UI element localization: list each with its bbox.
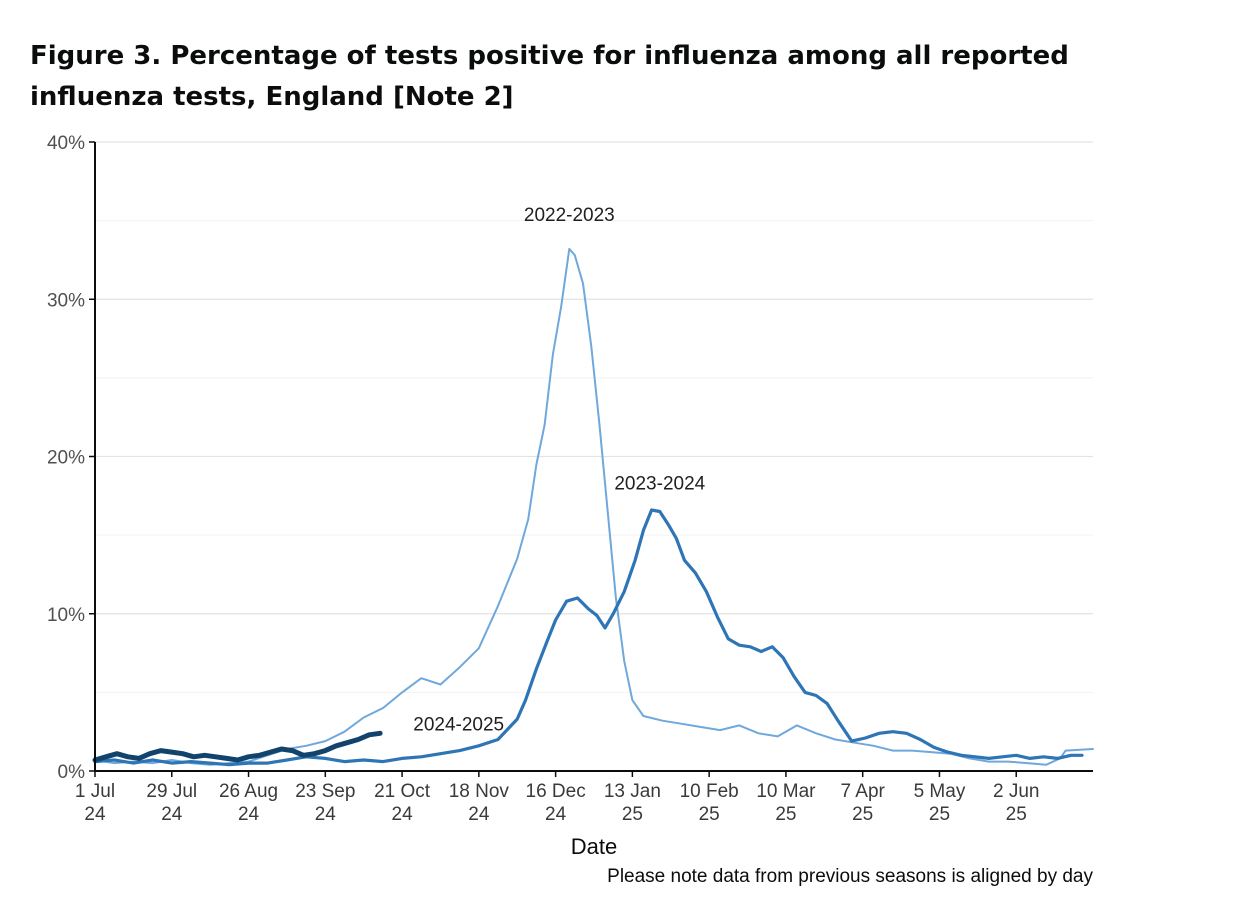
x-tick-label-4: 21 Oct (374, 781, 431, 802)
x-tick-label-0: 1 Jul (75, 781, 115, 802)
x-tick-label-8: 10 Feb (680, 781, 739, 802)
series-line-2022-2023 (94, 247, 1094, 766)
y-tick-label-0: 0% (58, 762, 86, 783)
x-tick-year-7: 25 (622, 804, 643, 825)
x-tick-label-6: 16 Dec (526, 781, 586, 802)
chart-title: Figure 3. Percentage of tests positive f… (30, 41, 1069, 112)
series-label-2024-2025: 2024-2025 (413, 714, 504, 735)
series-lines (92, 247, 1094, 767)
series-line-2023-2024 (93, 508, 1084, 767)
x-tick-year-4: 24 (392, 804, 414, 825)
x-tick-year-8: 25 (699, 804, 720, 825)
y-tick-label-30: 30% (47, 290, 85, 311)
x-tick-label-9: 10 Mar (756, 781, 816, 802)
x-tick-label-12: 2 Jun (993, 781, 1039, 802)
x-tick-label-3: 23 Sep (295, 781, 355, 802)
y-axis-ticks: 0% 10% 20% 30% 40% (47, 133, 95, 783)
x-tick-year-2: 24 (238, 804, 260, 825)
x-tick-year-0: 24 (84, 804, 106, 825)
y-tick-label-10: 10% (47, 605, 85, 626)
x-tick-year-6: 24 (545, 804, 567, 825)
x-tick-year-3: 24 (315, 804, 337, 825)
y-tick-label-40: 40% (47, 133, 85, 154)
x-tick-label-1: 29 Jul (146, 781, 197, 802)
series-label-2023-2024: 2023-2024 (614, 474, 705, 495)
x-tick-label-7: 13 Jan (604, 781, 661, 802)
x-tick-label-11: 5 May (914, 781, 966, 802)
x-tick-label-2: 26 Aug (219, 781, 278, 802)
series-labels: 2022-2023 2023-2024 2024-2025 (413, 205, 705, 735)
x-tick-year-1: 24 (161, 804, 183, 825)
y-tick-label-20: 20% (47, 448, 85, 469)
x-tick-year-9: 25 (775, 804, 796, 825)
series-line-2024-2025 (92, 730, 383, 763)
series-label-2022-2023: 2022-2023 (524, 205, 615, 226)
x-tick-label-10: 7 Apr (841, 781, 886, 802)
x-tick-year-5: 24 (468, 804, 490, 825)
x-tick-year-10: 25 (852, 804, 873, 825)
x-tick-label-5: 18 Nov (449, 781, 510, 802)
chart-note: Please note data from previous seasons i… (607, 866, 1093, 887)
x-axis-title: Date (571, 834, 617, 859)
x-tick-year-12: 25 (1006, 804, 1027, 825)
x-tick-year-11: 25 (929, 804, 950, 825)
